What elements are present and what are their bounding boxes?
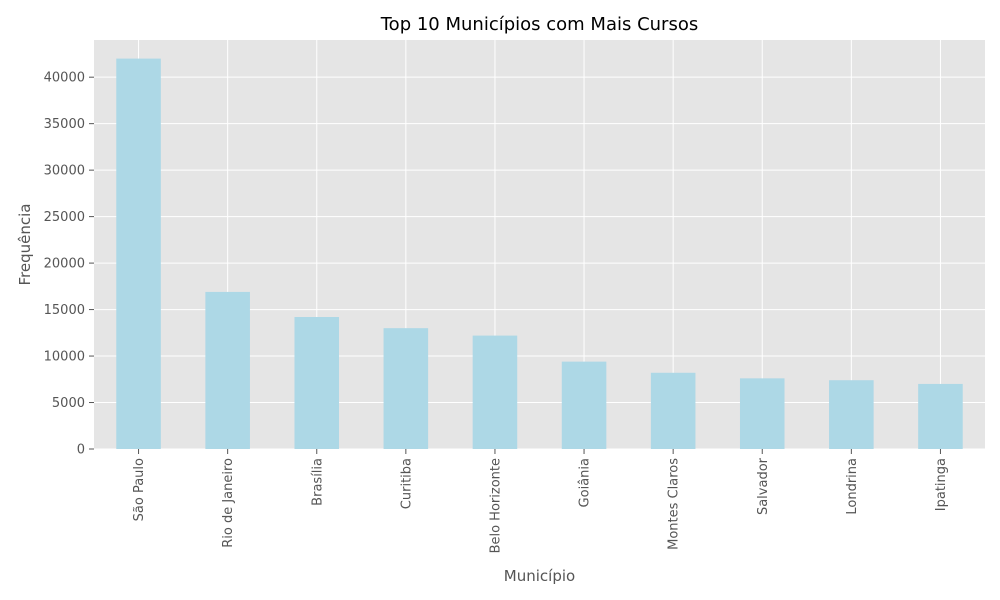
x-axis-ticks: São Paulo Rio de Janeiro Brasília Curitiba B… — [132, 449, 949, 553]
y-tick-label: 25000 — [44, 210, 85, 225]
x-tick-label: Brasília — [310, 458, 325, 506]
bar — [383, 328, 429, 449]
x-tick-label: Salvador — [756, 457, 771, 515]
x-tick-label: Curitiba — [399, 458, 414, 509]
y-tick-label: 15000 — [44, 303, 85, 318]
bar — [116, 58, 161, 449]
bar — [650, 372, 696, 449]
bar — [294, 317, 340, 449]
bar — [472, 335, 518, 449]
x-tick-label: Goiânia — [578, 458, 593, 507]
bars — [116, 58, 963, 449]
y-tick-label: 0 — [77, 443, 85, 458]
chart-title: Top 10 Municípios com Mais Cursos — [380, 14, 698, 35]
y-tick-label: 40000 — [44, 71, 85, 86]
y-tick-label: 20000 — [44, 257, 85, 272]
x-tick-label: São Paulo — [132, 458, 147, 521]
y-tick-label: 30000 — [44, 164, 85, 179]
bar — [205, 291, 250, 449]
x-axis-label: Município — [504, 567, 575, 585]
y-tick-label: 10000 — [44, 350, 85, 365]
bar — [918, 383, 963, 449]
y-axis-label: Frequência — [16, 204, 34, 286]
x-tick-label: Rio de Janeiro — [221, 458, 236, 548]
bar — [739, 378, 785, 449]
y-axis-ticks: 0 5000 10000 15000 20000 25000 30000 35000 40000 — [44, 71, 94, 458]
x-tick-label: Belo Horizonte — [488, 458, 503, 553]
bar — [829, 380, 874, 449]
y-tick-label: 35000 — [44, 117, 85, 132]
bar — [561, 361, 607, 449]
x-tick-label: Londrina — [845, 458, 860, 515]
x-tick-label: Montes Claros — [667, 458, 682, 550]
x-tick-label: Ipatinga — [934, 458, 949, 511]
y-tick-label: 5000 — [52, 396, 85, 411]
